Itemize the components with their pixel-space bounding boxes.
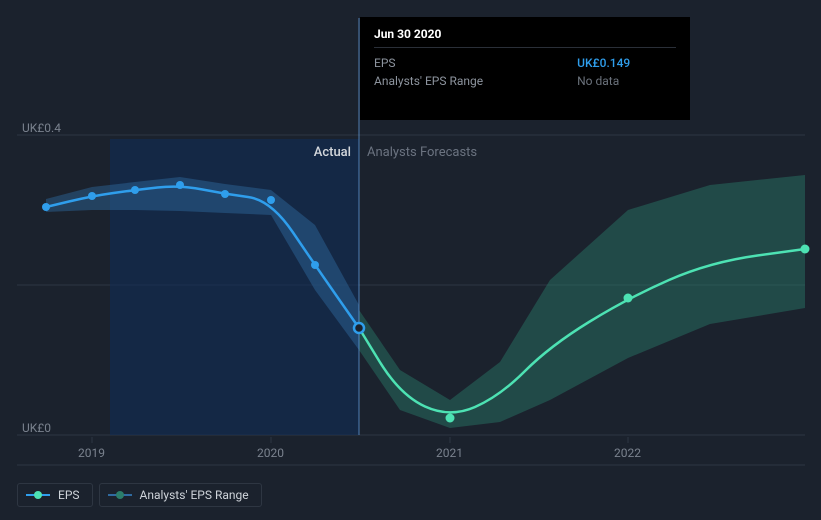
y-axis-top-label: UK£0.4	[22, 121, 61, 135]
x-axis-tick-2021: 2021	[436, 446, 463, 460]
section-label-actual: Actual	[314, 145, 351, 160]
tooltip-eps-value: UK£0.149	[577, 54, 676, 72]
legend-range[interactable]: Analysts' EPS Range	[99, 483, 262, 507]
x-axis-tick-2022: 2022	[614, 446, 641, 460]
y-axis-bottom-label: UK£0	[22, 421, 51, 435]
tooltip-range-label: Analysts' EPS Range	[374, 72, 577, 90]
legend-eps-swatch	[26, 490, 50, 500]
tooltip-range-value: No data	[577, 72, 676, 90]
legend-range-label: Analysts' EPS Range	[140, 488, 249, 502]
tooltip-eps-label: EPS	[374, 54, 577, 72]
section-label-forecast: Analysts Forecasts	[367, 145, 477, 160]
eps-chart: UK£0.4 UK£0 Actual Analysts Forecasts 20…	[0, 0, 821, 520]
legend-eps-label: EPS	[58, 488, 80, 502]
tooltip: Jun 30 2020 EPS UK£0.149 Analysts' EPS R…	[360, 17, 690, 120]
legend-range-swatch	[108, 490, 132, 500]
x-axis-tick-2019: 2019	[78, 446, 105, 460]
legend: EPS Analysts' EPS Range	[17, 483, 262, 507]
tooltip-date: Jun 30 2020	[374, 27, 676, 48]
legend-eps[interactable]: EPS	[17, 483, 93, 507]
x-axis-tick-2020: 2020	[257, 446, 284, 460]
